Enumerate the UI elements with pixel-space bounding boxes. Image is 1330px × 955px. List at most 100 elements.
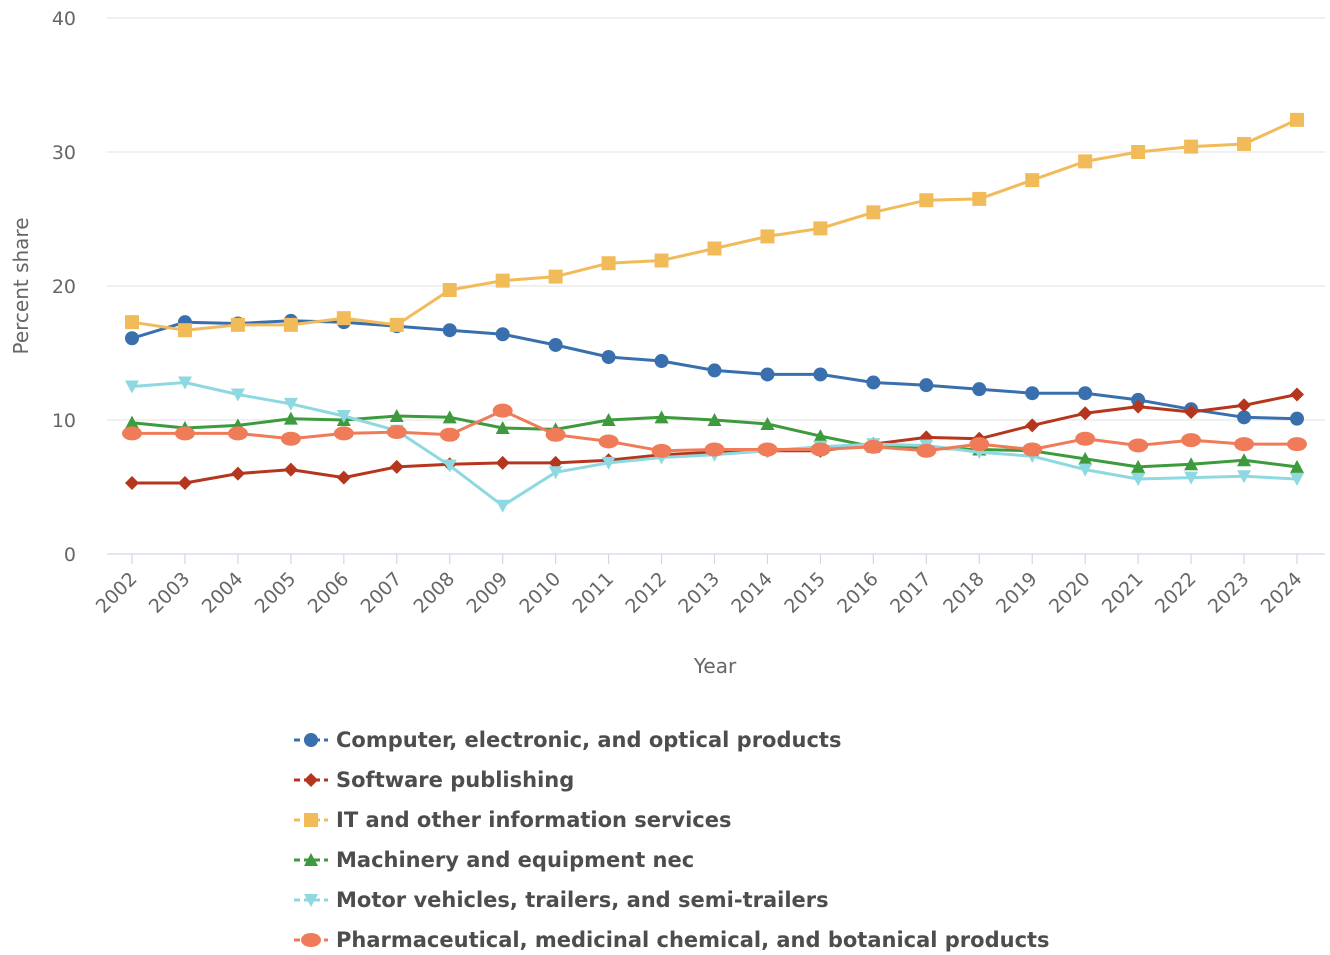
x-tick-label: 2010 (515, 568, 565, 618)
y-tick-label: 40 (52, 8, 76, 30)
x-tick-label: 2004 (198, 568, 248, 618)
data-point (601, 256, 616, 271)
data-point (333, 426, 354, 441)
x-tick-label: 2003 (145, 568, 195, 618)
data-point (283, 317, 298, 332)
data-point (230, 317, 245, 332)
data-point (1131, 399, 1146, 414)
legend-label: Computer, electronic, and optical produc… (336, 728, 841, 752)
data-point (972, 191, 987, 206)
y-axis: 0 10 20 30 40 (52, 8, 76, 566)
data-point (601, 456, 616, 470)
y-tick-label: 0 (64, 544, 76, 566)
legend-label: Pharmaceutical, medicinal chemical, and … (336, 928, 1050, 952)
data-point (760, 417, 775, 431)
x-tick-label: 2019 (992, 568, 1042, 618)
legend-swatch-marker (304, 894, 318, 907)
data-point (336, 311, 351, 326)
x-tick-label: 2017 (886, 568, 936, 618)
data-point (1025, 386, 1040, 401)
data-point (389, 317, 404, 332)
data-point (1025, 173, 1040, 188)
data-point (1184, 404, 1199, 419)
data-point (280, 431, 301, 446)
legend-item[interactable]: IT and other information services (294, 808, 731, 832)
data-point (1237, 136, 1252, 151)
data-point (1290, 112, 1304, 127)
data-point (492, 403, 513, 418)
data-point (1290, 411, 1304, 426)
legend-swatch-marker (304, 773, 318, 787)
data-point (1131, 472, 1146, 486)
data-point (1078, 451, 1093, 465)
data-point (1237, 453, 1252, 467)
legend-item[interactable]: Computer, electronic, and optical produc… (294, 728, 841, 752)
x-tick-label: 2002 (92, 568, 142, 618)
legend-label: IT and other information services (336, 808, 731, 832)
data-point (1075, 431, 1096, 446)
series-line (131, 118, 1298, 332)
data-point (336, 470, 351, 485)
series-layer (122, 112, 1307, 513)
data-point (495, 421, 510, 435)
x-tick-label: 2012 (621, 568, 671, 618)
data-point (601, 413, 616, 426)
x-tick-label: 2006 (304, 568, 354, 618)
data-point (336, 409, 351, 423)
data-point (654, 253, 669, 268)
data-point (654, 410, 669, 424)
data-point (495, 455, 510, 470)
series-3 (125, 112, 1304, 338)
data-point (386, 425, 407, 440)
data-point (813, 367, 828, 382)
data-point (1287, 437, 1307, 452)
data-point (177, 323, 192, 338)
y-tick-label: 30 (52, 142, 76, 164)
x-tick-label: 2015 (780, 568, 830, 618)
x-tick-label: 2022 (1151, 568, 1201, 618)
data-point (548, 337, 563, 352)
y-tick-label: 20 (52, 276, 76, 298)
data-point (919, 193, 934, 208)
data-point (707, 413, 722, 426)
data-point (125, 415, 139, 429)
data-point (1078, 386, 1093, 401)
x-tick-label: 2016 (833, 568, 883, 618)
x-tick-label: 2024 (1257, 568, 1307, 618)
data-point (442, 459, 457, 473)
legend-item[interactable]: Pharmaceutical, medicinal chemical, and … (294, 928, 1050, 952)
data-point (707, 241, 722, 256)
x-tick-label: 2018 (939, 568, 989, 618)
data-point (969, 437, 990, 452)
data-point (125, 331, 139, 346)
data-point (1131, 459, 1146, 473)
data-point (813, 429, 828, 443)
data-point (1184, 471, 1199, 485)
data-point (1290, 459, 1304, 473)
data-point (548, 269, 563, 284)
data-point (227, 426, 248, 441)
x-tick-label: 2014 (727, 568, 777, 618)
legend-label: Machinery and equipment nec (336, 848, 694, 872)
x-axis: 2002 2003 2004 2005 2006 2007 2008 2009 2010 2011… (92, 554, 1307, 618)
series-6 (122, 403, 1307, 458)
data-point (230, 388, 245, 402)
legend-item[interactable]: Software publishing (294, 768, 574, 792)
data-point (1128, 438, 1149, 453)
x-tick-label: 2009 (462, 568, 512, 618)
legend-item[interactable]: Motor vehicles, trailers, and semi-trail… (294, 888, 829, 912)
data-point (283, 411, 298, 425)
data-point (1184, 457, 1199, 471)
data-point (863, 439, 884, 454)
data-point (283, 397, 298, 411)
x-tick-label: 2023 (1204, 568, 1254, 618)
legend-item[interactable]: Machinery and equipment nec (294, 848, 694, 872)
x-tick-label: 2011 (568, 568, 618, 618)
data-point (916, 443, 937, 458)
data-point (389, 459, 404, 474)
data-point (1290, 472, 1304, 486)
data-point (601, 350, 616, 365)
data-point (1078, 463, 1093, 477)
data-point (1237, 470, 1252, 484)
data-point (1078, 406, 1093, 421)
